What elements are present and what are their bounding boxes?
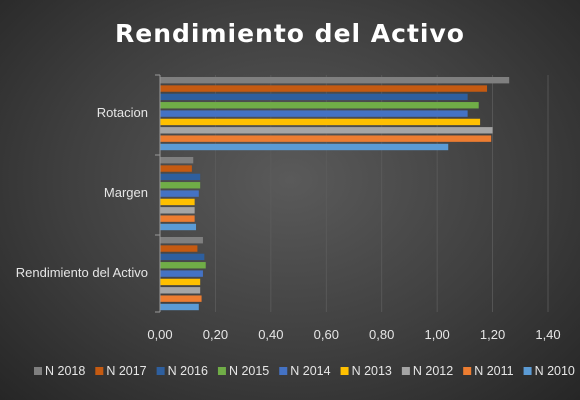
legend-entry: N 2010: [535, 364, 575, 378]
bar: [160, 262, 206, 269]
bar: [160, 182, 201, 189]
bar: [160, 207, 195, 214]
bar: [160, 303, 199, 311]
category-label: Rotacion: [97, 105, 148, 120]
bar: [160, 165, 192, 172]
bar: [160, 237, 203, 244]
x-tick-label: 0,20: [203, 327, 228, 342]
category-label: Rendimiento del Activo: [16, 265, 148, 280]
bar: [160, 93, 468, 101]
category-labels: Rotacion Margen Rendimiento del Activo: [16, 105, 148, 280]
legend-swatch: [523, 367, 532, 375]
bar: [160, 198, 195, 206]
bar: [160, 102, 479, 109]
bar: [160, 173, 201, 181]
bar: [160, 77, 510, 84]
x-tick-label: 1,00: [424, 327, 449, 342]
x-tick-label: 1,40: [535, 327, 560, 342]
legend-swatch: [279, 367, 288, 375]
bar: [160, 135, 492, 142]
chart-title: Rendimiento del Activo: [115, 19, 465, 48]
bar: [160, 278, 201, 286]
bar: [160, 127, 493, 134]
bar: [160, 287, 201, 294]
legend-entry: N 2013: [352, 364, 392, 378]
legend-entry: N 2015: [229, 364, 269, 378]
legend-entry: N 2012: [413, 364, 453, 378]
bar: [160, 118, 481, 126]
legend-swatch: [156, 367, 165, 375]
legend-entry: N 2014: [290, 364, 330, 378]
legend-entry: N 2017: [106, 364, 146, 378]
bar: [160, 143, 449, 151]
bar: [160, 157, 194, 164]
axes: [155, 74, 161, 313]
legend-entry: N 2011: [474, 364, 513, 378]
x-tick-label: 0,00: [147, 327, 172, 342]
bar: [160, 110, 468, 117]
legend-swatch: [340, 367, 349, 375]
bar: [160, 270, 203, 277]
bar: [160, 190, 199, 197]
bar: [160, 245, 198, 252]
legend-swatch: [217, 367, 226, 375]
legend-swatch: [463, 367, 472, 375]
category-label: Margen: [104, 185, 148, 200]
bar: [160, 85, 488, 92]
legend: N 2018 N 2017 N 2016 N 2015 N 2014 N 2013 N 20…: [34, 364, 575, 378]
bar: [160, 253, 205, 261]
x-tick-label: 0,80: [369, 327, 394, 342]
x-tick-label: 1,20: [480, 327, 505, 342]
bar: [160, 223, 197, 231]
legend-swatch: [34, 367, 42, 375]
legend-entry: N 2018: [45, 364, 85, 378]
bar: [160, 215, 195, 222]
legend-entry: N 2016: [168, 364, 208, 378]
x-tick-label: 0,40: [258, 327, 283, 342]
x-tick-label: 0,60: [314, 327, 339, 342]
bars: [160, 77, 510, 311]
legend-swatch: [95, 367, 104, 375]
bar: [160, 295, 202, 302]
legend-swatch: [401, 367, 410, 375]
tick-labels: 0,00 0,20 0,40 0,60 0,80 1,00 1,20 1,40: [147, 327, 560, 342]
